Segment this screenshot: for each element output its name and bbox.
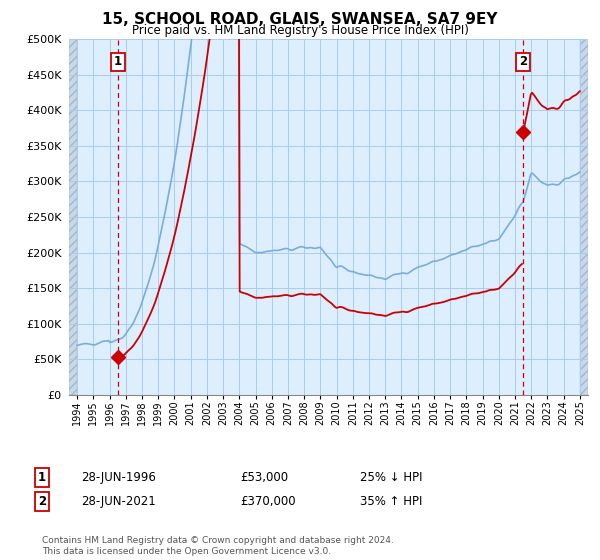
Text: 28-JUN-1996: 28-JUN-1996	[81, 470, 156, 484]
Text: Contains HM Land Registry data © Crown copyright and database right 2024.
This d: Contains HM Land Registry data © Crown c…	[42, 536, 394, 556]
Text: 35% ↑ HPI: 35% ↑ HPI	[360, 494, 422, 508]
Text: Price paid vs. HM Land Registry's House Price Index (HPI): Price paid vs. HM Land Registry's House …	[131, 24, 469, 36]
Text: 2: 2	[38, 494, 46, 508]
Text: 1: 1	[38, 470, 46, 484]
Text: 1: 1	[113, 55, 122, 68]
Text: £370,000: £370,000	[240, 494, 296, 508]
Text: 28-JUN-2021: 28-JUN-2021	[81, 494, 156, 508]
Text: 2: 2	[519, 55, 527, 68]
Legend: 15, SCHOOL ROAD, GLAIS, SWANSEA, SA7 9EY (detached house), HPI: Average price, d: 15, SCHOOL ROAD, GLAIS, SWANSEA, SA7 9EY…	[74, 414, 475, 451]
Text: 15, SCHOOL ROAD, GLAIS, SWANSEA, SA7 9EY: 15, SCHOOL ROAD, GLAIS, SWANSEA, SA7 9EY	[102, 12, 498, 27]
Text: £53,000: £53,000	[240, 470, 288, 484]
Text: 25% ↓ HPI: 25% ↓ HPI	[360, 470, 422, 484]
